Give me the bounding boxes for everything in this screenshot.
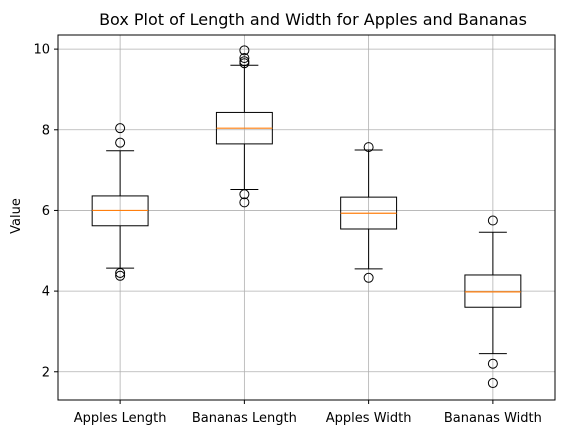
x-tick-label: Bananas Width <box>444 411 542 426</box>
y-tick-label: 2 <box>42 365 50 380</box>
outlier-point <box>239 52 250 63</box>
outlier-point <box>487 215 498 226</box>
outlier-point <box>239 56 250 67</box>
y-tick-label: 8 <box>42 123 50 138</box>
box-group <box>464 215 522 389</box>
iqr-box <box>464 274 522 308</box>
y-axis-label: Value <box>9 198 24 234</box>
ticks-layer: 2 4 6 8 10 Apples Length Bananas Length Apples … <box>33 43 541 426</box>
outlier-point <box>115 123 126 134</box>
x-tick-label: Bananas Length <box>192 411 297 426</box>
outlier-point <box>115 270 126 281</box>
boxes-layer <box>91 45 522 389</box>
chart-title: Box Plot of Length and Width for Apples … <box>99 10 527 29</box>
y-tick-label: 4 <box>42 285 50 300</box>
y-tick-label: 6 <box>42 204 50 219</box>
outlier-point <box>115 267 126 278</box>
grid-lines <box>58 35 555 400</box>
outlier-point <box>239 189 250 200</box>
y-tick-label: 10 <box>33 43 50 58</box>
outlier-point <box>487 358 498 369</box>
outlier-point <box>239 45 250 56</box>
plot-frame <box>57 34 556 401</box>
box-group <box>215 45 273 208</box>
outlier-point <box>115 137 126 148</box>
outlier-point <box>363 142 374 153</box>
x-tick-label: Apples Width <box>326 411 412 426</box>
outlier-point <box>487 378 498 389</box>
box-group <box>340 142 398 283</box>
box-group <box>91 123 149 281</box>
outlier-point <box>363 272 374 283</box>
outlier-point <box>239 197 250 208</box>
x-tick-label: Apples Length <box>74 411 167 426</box>
